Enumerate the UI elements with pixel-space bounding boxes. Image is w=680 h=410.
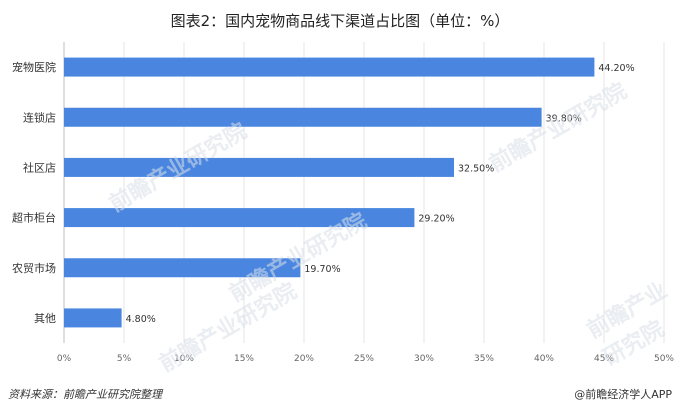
x-tick-label: 5% (117, 354, 132, 364)
x-tick-label: 10% (174, 354, 194, 364)
bar (64, 157, 454, 177)
data-label: 39.80% (546, 113, 582, 124)
x-tick-labels: 0% 5% 10% 15% 20% 25% 30% 35% 40% 45% 50% (57, 354, 675, 364)
x-tick-label: 20% (294, 354, 314, 364)
data-label: 32.50% (458, 163, 494, 174)
category-label: 连锁店 (23, 110, 56, 124)
brand-credit: @前瞻经济学人APP (574, 388, 672, 401)
data-label: 44.20% (598, 63, 634, 74)
bar (64, 258, 301, 278)
x-tick-label: 45% (594, 354, 614, 364)
x-tick-label: 35% (474, 354, 494, 364)
category-label: 宠物医院 (12, 60, 56, 74)
category-label: 农贸市场 (12, 261, 56, 275)
category-label: 社区店 (23, 160, 56, 174)
bar (64, 308, 122, 328)
category-label: 其他 (34, 312, 56, 325)
chart-title: 图表2：国内宠物商品线下渠道占比图（单位：%） (170, 12, 510, 30)
x-tick-label: 15% (234, 354, 254, 364)
x-tick-label: 0% (57, 354, 72, 364)
data-labels: 44.20% 39.80% 32.50% 29.20% 19.70% 4.80% (126, 63, 635, 325)
bars (64, 57, 595, 328)
x-tick-label: 30% (414, 354, 434, 364)
data-label: 19.70% (304, 264, 340, 275)
bar (64, 57, 595, 77)
data-label: 29.20% (418, 214, 454, 225)
grid-lines (63, 42, 665, 343)
x-tick-label: 50% (654, 354, 674, 364)
data-label: 4.80% (126, 314, 156, 325)
category-label: 超市柜台 (12, 211, 56, 225)
bar (64, 208, 415, 228)
x-tick-label: 40% (534, 354, 554, 364)
source-note: 资料来源：前瞻产业研究院整理 (8, 388, 162, 401)
x-tick-label: 25% (354, 354, 374, 364)
bar (64, 107, 542, 127)
